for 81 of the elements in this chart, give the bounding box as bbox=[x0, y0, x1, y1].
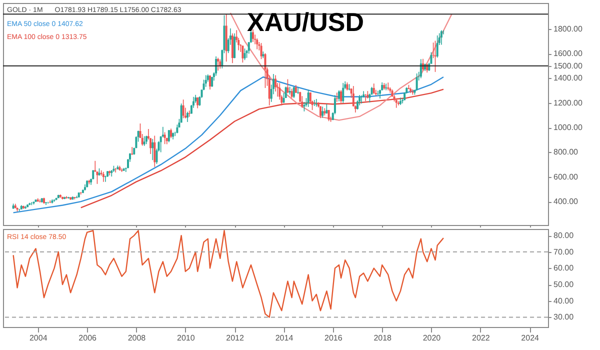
candlestick bbox=[440, 30, 442, 46]
candlestick bbox=[182, 99, 184, 119]
candlestick bbox=[38, 198, 41, 203]
candlestick bbox=[186, 111, 188, 122]
candlestick bbox=[114, 168, 117, 173]
candlestick bbox=[131, 146, 134, 156]
y-tick-label: 70.00 bbox=[554, 247, 574, 256]
candlestick bbox=[420, 58, 422, 79]
candlestick bbox=[80, 192, 82, 195]
candlestick bbox=[292, 86, 295, 98]
candlestick bbox=[152, 138, 154, 161]
candlestick bbox=[143, 136, 146, 146]
candlestick bbox=[164, 132, 166, 144]
x-tick-label: 2010 bbox=[177, 334, 196, 342]
candlestick bbox=[208, 74, 211, 90]
x-tick-label: 2024 bbox=[521, 334, 540, 342]
candlestick bbox=[217, 57, 220, 71]
candlestick bbox=[436, 35, 438, 58]
line-series bbox=[80, 88, 444, 208]
candlestick bbox=[141, 134, 144, 146]
candlestick bbox=[307, 89, 310, 108]
y-tick-label: 600.00 bbox=[554, 172, 579, 182]
candlestick bbox=[315, 98, 318, 108]
candlestick bbox=[360, 94, 362, 104]
candlestick bbox=[416, 73, 418, 91]
candlestick bbox=[342, 82, 344, 104]
y-tick-label: 1600.00 bbox=[554, 49, 583, 58]
candlestick bbox=[215, 56, 218, 76]
x-tick-label: 2012 bbox=[226, 334, 244, 342]
y-tick-label: 40.00 bbox=[554, 296, 574, 306]
x-tick-label: 2006 bbox=[78, 334, 98, 342]
candlestick bbox=[434, 40, 436, 72]
chart-title: XAU/USD bbox=[246, 7, 364, 37]
candlestick bbox=[286, 78, 289, 94]
candlestick bbox=[290, 88, 293, 98]
candlestick bbox=[204, 74, 207, 88]
x-tick-label: 2008 bbox=[128, 334, 146, 342]
x-tick-label: 2022 bbox=[472, 334, 490, 342]
y-tick-label: 30.00 bbox=[554, 312, 574, 322]
candlestick bbox=[376, 90, 379, 96]
y-tick-label: 1400.00 bbox=[554, 74, 583, 83]
candlestick bbox=[385, 83, 388, 91]
y-tick-label: 400.00 bbox=[554, 197, 579, 206]
candlestick bbox=[154, 135, 156, 168]
candlestick bbox=[303, 102, 306, 112]
y-tick-label: 1500.00 bbox=[554, 61, 583, 70]
candlestick bbox=[364, 94, 367, 102]
x-tick-label: 2004 bbox=[29, 334, 48, 342]
x-tick-label: 2018 bbox=[374, 334, 392, 342]
y-tick-label: 1000.00 bbox=[554, 123, 583, 132]
candlestick bbox=[338, 90, 340, 102]
candlestick bbox=[297, 87, 300, 94]
candlestick bbox=[340, 90, 342, 104]
y-tick-label: 800.00 bbox=[554, 148, 579, 157]
candlestick bbox=[372, 83, 375, 95]
line-series bbox=[12, 76, 444, 214]
x-tick-label: 2016 bbox=[324, 334, 343, 342]
y-tick-label: 1200.00 bbox=[554, 98, 583, 108]
candlestick bbox=[336, 92, 338, 102]
y-tick-label: 80.00 bbox=[554, 231, 574, 240]
y-tick-label: 50.00 bbox=[554, 280, 574, 290]
y-tick-label: 60.00 bbox=[554, 264, 574, 273]
candlestick bbox=[242, 45, 244, 63]
candlestick bbox=[319, 106, 322, 118]
candlestick bbox=[180, 103, 182, 124]
candlestick bbox=[260, 42, 262, 60]
candlestick bbox=[102, 171, 104, 182]
candlestick bbox=[301, 96, 304, 108]
candlestick bbox=[256, 38, 258, 50]
candlestick bbox=[168, 130, 170, 143]
y-tick-label: 1800.00 bbox=[554, 24, 583, 34]
candlestick bbox=[358, 94, 361, 106]
x-tick-label: 2020 bbox=[422, 334, 442, 342]
candlestick bbox=[322, 106, 324, 118]
candlestick bbox=[244, 48, 246, 61]
candlestick bbox=[231, 32, 234, 64]
x-tick-label: 2014 bbox=[275, 334, 294, 342]
candlestick bbox=[264, 52, 266, 88]
candlestick bbox=[234, 32, 236, 59]
candlestick bbox=[94, 160, 96, 172]
line-series bbox=[230, 12, 452, 121]
